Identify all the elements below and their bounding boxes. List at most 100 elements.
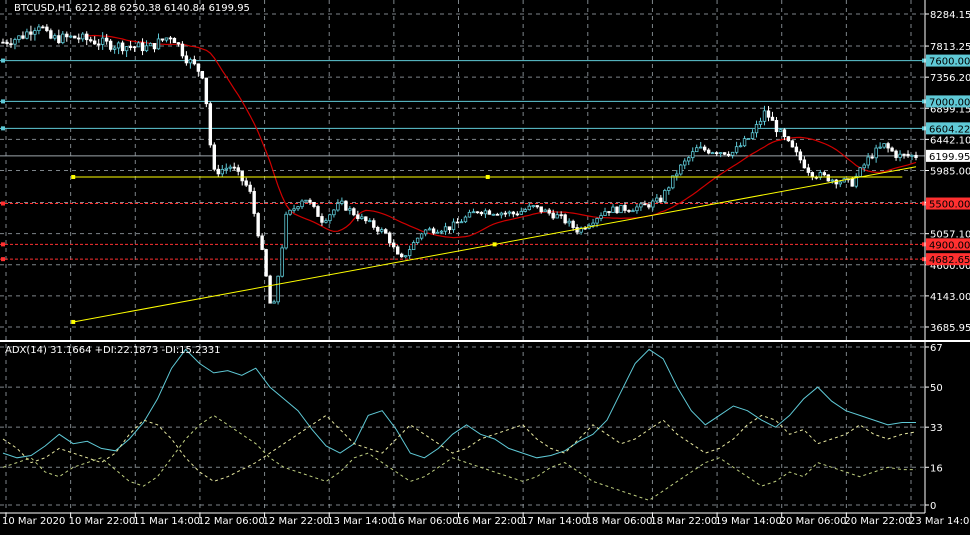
- price-tick-label: 4143.00: [930, 292, 970, 303]
- candle-bear: [479, 211, 484, 215]
- level-handle[interactable]: [1, 126, 5, 131]
- candle-bull: [116, 42, 121, 49]
- candle-bear: [659, 197, 663, 203]
- candle-bear: [487, 210, 492, 215]
- candle-bear: [5, 41, 9, 45]
- candle-bear: [623, 204, 627, 211]
- candle-bear: [455, 221, 460, 224]
- level-handle[interactable]: [922, 242, 926, 247]
- candle-bear: [344, 200, 348, 211]
- candle-bear: [85, 33, 89, 41]
- candle-bull: [595, 218, 599, 224]
- candle-bull: [156, 38, 161, 50]
- candle-bull: [300, 200, 304, 208]
- trendlines[interactable]: [71, 166, 917, 324]
- candle-bull: [411, 242, 416, 251]
- trendline-handle[interactable]: [71, 319, 76, 324]
- candle-bear: [128, 46, 133, 48]
- price-tags: 7600.00 7000.00 6604.22 6199.95 5500.00 4900.…: [926, 54, 970, 266]
- candle-bull: [224, 167, 228, 170]
- level-handle[interactable]: [1, 58, 5, 63]
- candle-bull: [463, 216, 468, 223]
- candle-bull: [746, 138, 751, 140]
- candle-bull: [523, 209, 527, 212]
- candle-bear: [806, 167, 811, 173]
- level-handle[interactable]: [1, 242, 5, 247]
- candle-bull: [667, 187, 671, 191]
- horizontal-levels[interactable]: [0, 58, 926, 262]
- candle-bear: [41, 26, 45, 29]
- candle-bear: [702, 146, 707, 151]
- candle-bull: [663, 190, 667, 203]
- candle-bear: [870, 156, 874, 159]
- trendline-handle[interactable]: [71, 174, 76, 179]
- candle-bull: [599, 215, 603, 219]
- candle-bull: [838, 181, 842, 185]
- candle-bull: [699, 146, 703, 149]
- candle-bull: [427, 228, 432, 231]
- candle-bull: [25, 31, 29, 39]
- trendline-handle[interactable]: [492, 242, 497, 247]
- level-handle[interactable]: [922, 257, 926, 262]
- price-tag-label: 4682.65: [929, 255, 970, 266]
- time-tick-label: 16 Mar 22:00: [457, 516, 524, 527]
- adx-line: [2, 348, 916, 459]
- candle-bull: [332, 209, 336, 216]
- indicator-label: ADX(14) 31.1664 +DI:22.1873 -DI:15.2331: [5, 345, 221, 356]
- price-tick-label: 5057.10: [930, 230, 970, 241]
- candle-bull: [471, 211, 476, 214]
- candle-bear: [232, 166, 236, 169]
- level-handle[interactable]: [922, 201, 926, 206]
- candle-bear: [49, 30, 53, 39]
- candle-bull: [555, 214, 559, 219]
- candle-bear: [515, 213, 520, 216]
- candle-bull: [679, 164, 683, 175]
- candle-bull: [340, 200, 344, 204]
- price-tag: [926, 253, 970, 266]
- moving-average-line: [82, 34, 917, 239]
- price-tick-label: 7356.20: [930, 73, 970, 84]
- candle-bull: [762, 110, 767, 122]
- candle-bull: [288, 209, 292, 215]
- candle-bull: [415, 237, 420, 243]
- candle-bear: [475, 211, 480, 214]
- candle-bear: [372, 220, 376, 228]
- price-tag-label: 4900.00: [929, 240, 970, 251]
- candle-bear: [120, 42, 125, 52]
- level-handle[interactable]: [1, 99, 5, 104]
- time-tick-label: 13 Mar 14:00: [327, 516, 394, 527]
- candle-bear: [248, 184, 252, 192]
- trendline-handle[interactable]: [485, 174, 490, 179]
- minus-di-line: [2, 414, 916, 501]
- level-handle[interactable]: [1, 257, 5, 262]
- level-handle[interactable]: [922, 126, 926, 131]
- candle-bull: [380, 229, 384, 232]
- candle-bear: [886, 143, 890, 149]
- candle-bear: [722, 152, 727, 155]
- candle-bull: [439, 230, 444, 233]
- candle-bear: [726, 153, 731, 156]
- price-tag-label: 7000.00: [929, 97, 970, 108]
- candle-bull: [403, 255, 408, 258]
- candle-bear: [786, 136, 791, 142]
- candle-bear: [906, 153, 910, 157]
- candle-bull: [758, 120, 763, 125]
- candle-bull: [631, 210, 635, 213]
- candle-bear: [826, 174, 830, 182]
- candle-bull: [750, 132, 755, 139]
- candle-bear: [388, 232, 392, 244]
- candle-bear: [132, 46, 137, 49]
- candle-bull: [451, 221, 456, 231]
- level-handle[interactable]: [1, 201, 5, 206]
- candle-bull: [164, 37, 169, 41]
- candle-bull: [499, 212, 504, 216]
- price-tick-label: 7813.25: [930, 42, 970, 53]
- level-handle[interactable]: [922, 99, 926, 104]
- candle-bear: [399, 253, 404, 258]
- candle-bear: [108, 40, 113, 50]
- adx-indicator: [2, 348, 917, 501]
- candle-bear: [320, 216, 324, 223]
- level-handle[interactable]: [922, 58, 926, 63]
- candle-bear: [89, 39, 93, 42]
